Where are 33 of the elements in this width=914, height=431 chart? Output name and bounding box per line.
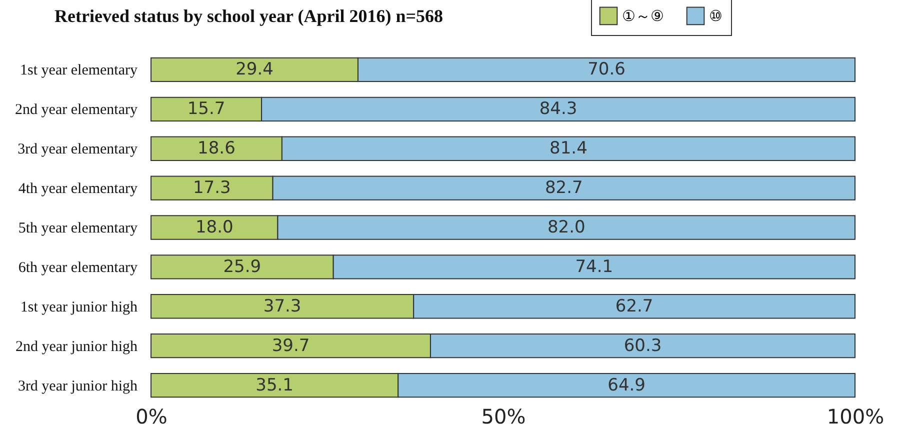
y-tick-label: 1st year junior high <box>20 299 138 316</box>
y-tick-label: 3rd year elementary <box>18 142 138 158</box>
data-label: 81.4 <box>550 138 588 159</box>
data-label: 15.7 <box>187 99 226 120</box>
data-label: 60.3 <box>624 336 662 356</box>
y-tick-label: 5th year elementary <box>18 220 138 236</box>
data-label: 18.6 <box>198 138 236 159</box>
data-label: 17.3 <box>192 178 231 198</box>
x-tick-label: 0% <box>136 404 168 428</box>
y-tick-label: 1st year elementary <box>20 62 138 79</box>
data-label: 39.7 <box>272 336 310 356</box>
data-label: 25.9 <box>223 256 262 277</box>
data-label: 82.0 <box>547 218 586 238</box>
data-label: 74.1 <box>575 256 614 277</box>
data-label: 35.1 <box>256 375 294 396</box>
y-tick-label: 2nd year junior high <box>15 338 138 355</box>
y-tick-label: 6th year elementary <box>18 260 138 276</box>
data-label: 82.7 <box>544 178 583 198</box>
y-tick-label: 4th year elementary <box>18 181 138 198</box>
data-label: 84.3 <box>539 99 578 120</box>
y-tick-label: 2nd year elementary <box>15 102 138 118</box>
chart-title: Retrieved status by school year (April 2016) n=568 <box>54 6 443 26</box>
legend-label: ⑩ <box>709 6 722 25</box>
data-label: 18.0 <box>195 218 234 238</box>
x-tick-label: 50% <box>481 404 526 428</box>
legend-label: ①～⑨ <box>622 6 664 25</box>
data-label: 70.6 <box>588 60 626 80</box>
x-tick-label: 100% <box>826 404 884 428</box>
data-label: 64.9 <box>608 375 646 396</box>
data-label: 29.4 <box>236 60 274 80</box>
y-tick-label: 3rd year junior high <box>18 378 138 394</box>
data-label: 37.3 <box>263 296 302 316</box>
data-label: 62.7 <box>615 296 654 316</box>
